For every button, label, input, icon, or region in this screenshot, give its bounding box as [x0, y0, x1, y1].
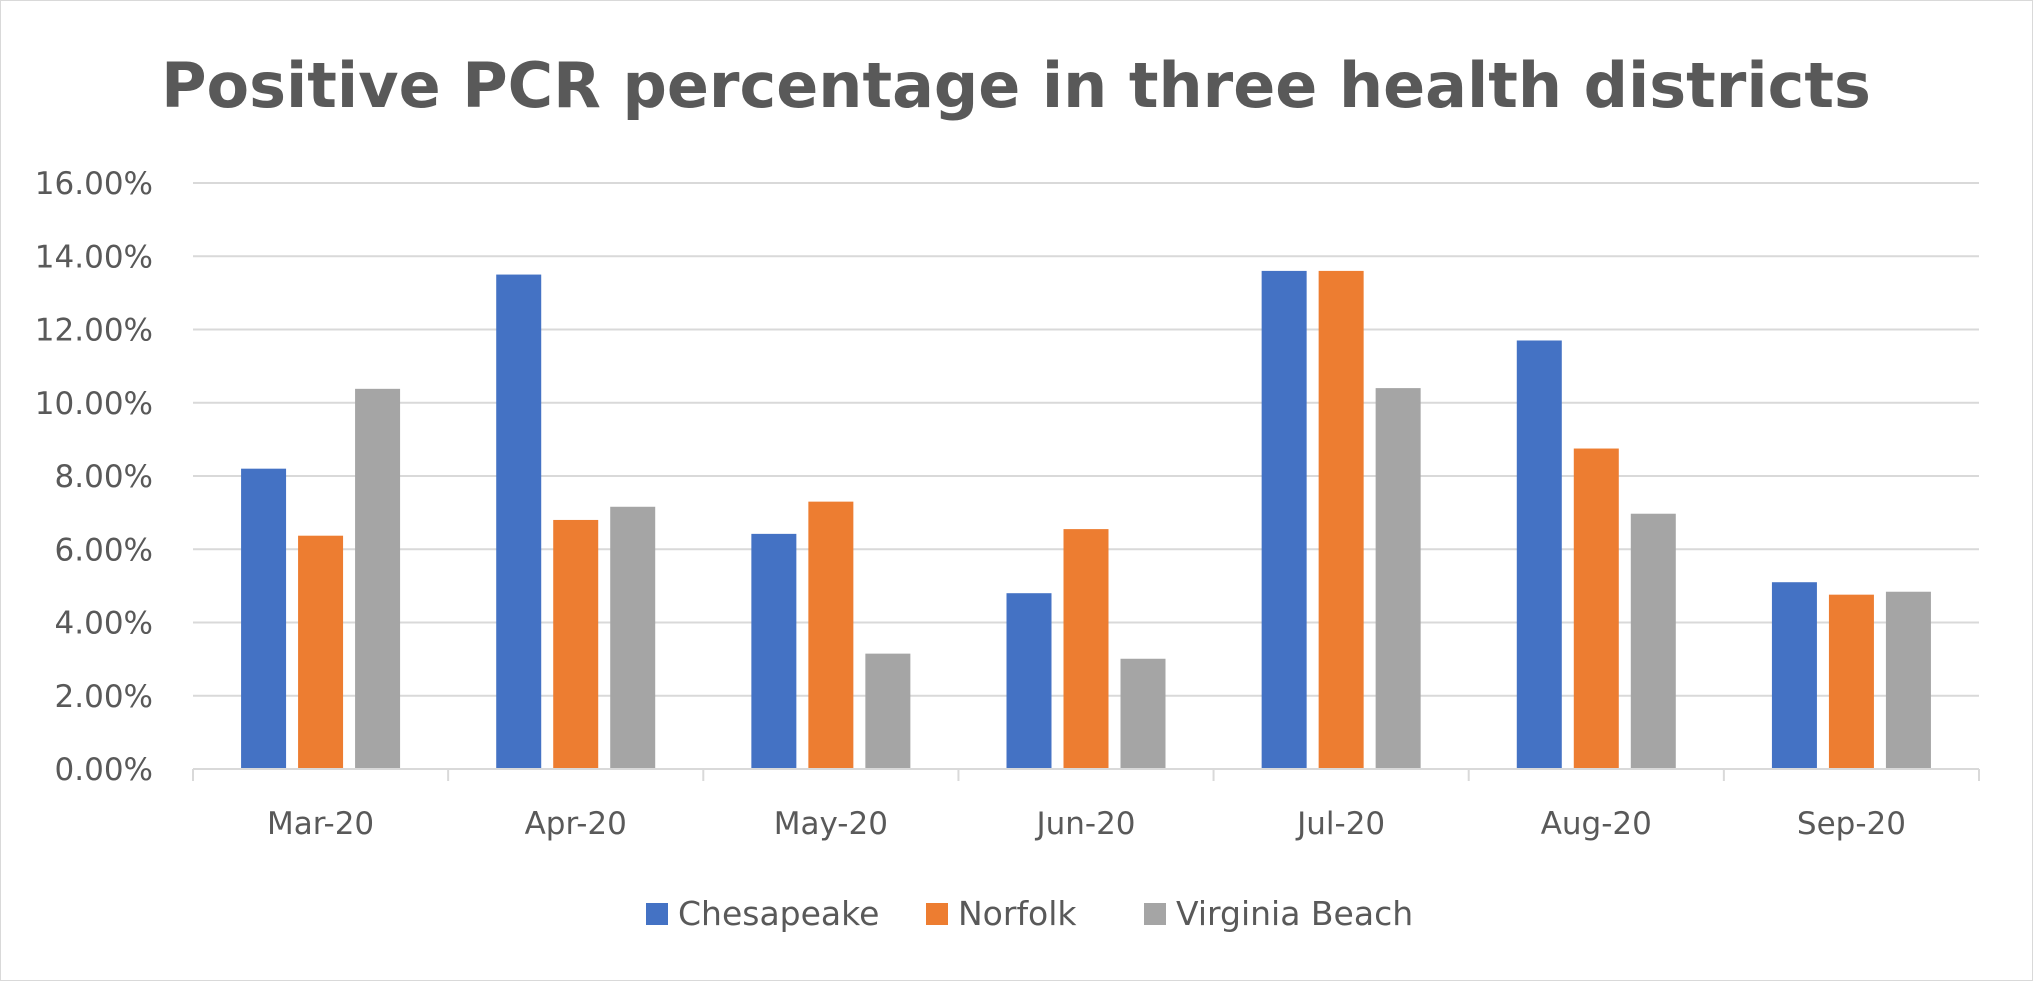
bar-norfolk [553, 519, 599, 769]
bar-virginia-beach [1120, 658, 1166, 769]
x-tick-label: Jul-20 [1295, 806, 1385, 842]
bar-virginia-beach [355, 388, 401, 769]
bar-virginia-beach [610, 506, 656, 769]
legend-label-virginia-beach: Virginia Beach [1176, 894, 1413, 933]
bar-chesapeake [1516, 340, 1562, 769]
bar-chesapeake [1006, 593, 1052, 769]
x-tick-label: May-20 [774, 806, 888, 842]
x-tick-label: Sep-20 [1797, 806, 1906, 842]
x-axis-tick-labels: Mar-20 Apr-20 May-20 Jun-20 Jul-20 Aug-20 Sep-… [267, 806, 1906, 842]
y-tick-label: 12.00% [35, 313, 153, 349]
x-tick-label: Jun-20 [1034, 806, 1135, 842]
bar-virginia-beach [865, 653, 911, 769]
legend-swatch-norfolk [926, 903, 948, 925]
chart-title: Positive PCR percentage in three health … [161, 49, 1871, 122]
y-axis-tick-labels: 0.00% 2.00% 4.00% 6.00% 8.00% 10.00% 12.00% 14.… [35, 166, 153, 788]
bar-norfolk [808, 501, 854, 769]
x-axis [192, 768, 1980, 781]
y-tick-label: 8.00% [55, 459, 153, 495]
legend-label-norfolk: Norfolk [958, 894, 1077, 933]
bar-norfolk [1063, 529, 1109, 769]
bar-chesapeake [1771, 582, 1817, 769]
y-tick-label: 16.00% [35, 166, 153, 202]
bar-chesapeake [496, 274, 542, 769]
bar-norfolk [298, 535, 344, 769]
y-tick-label: 2.00% [55, 679, 153, 715]
legend: Chesapeake Norfolk Virginia Beach [646, 894, 1413, 933]
y-tick-label: 4.00% [55, 606, 153, 642]
bars [241, 270, 1931, 769]
bar-norfolk [1828, 594, 1874, 769]
y-tick-label: 14.00% [35, 239, 153, 275]
y-tick-label: 10.00% [35, 386, 153, 422]
bar-chesapeake [751, 533, 797, 769]
x-tick-label: Apr-20 [525, 806, 627, 842]
y-tick-label: 6.00% [55, 532, 153, 568]
bar-chesapeake [1261, 270, 1307, 769]
legend-swatch-virginia-beach [1144, 903, 1166, 925]
legend-swatch-chesapeake [646, 903, 668, 925]
bar-norfolk [1573, 448, 1619, 769]
bar-norfolk [1318, 270, 1364, 769]
bar-virginia-beach [1885, 591, 1931, 769]
y-tick-label: 0.00% [55, 752, 153, 788]
bar-virginia-beach [1630, 513, 1676, 769]
bar-chesapeake [241, 468, 287, 769]
bar-virginia-beach [1375, 388, 1421, 769]
legend-label-chesapeake: Chesapeake [678, 894, 879, 933]
x-tick-label: Mar-20 [267, 806, 374, 842]
x-tick-label: Aug-20 [1541, 806, 1652, 842]
